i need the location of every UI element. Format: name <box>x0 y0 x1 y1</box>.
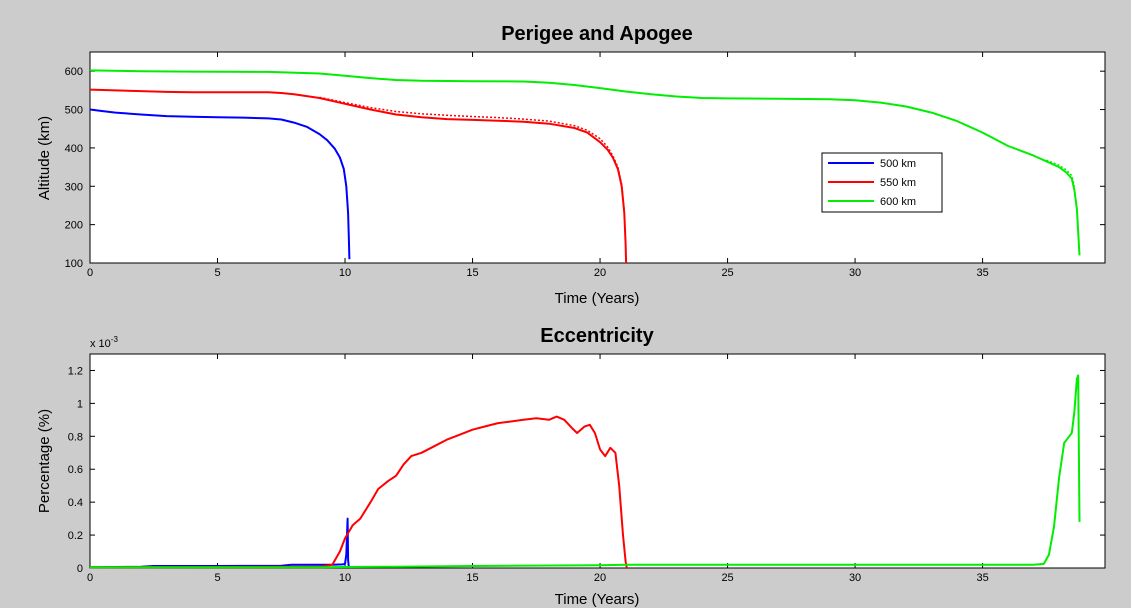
plot-area <box>89 353 1106 569</box>
legend-entry-600: 600 km <box>880 196 916 208</box>
x-tick-label: 0 <box>87 572 93 584</box>
series-lines <box>89 374 1081 569</box>
legend-entry-500: 500 km <box>880 158 916 170</box>
series-line-550-km <box>89 415 628 569</box>
y-tick-label: 500 <box>65 105 83 117</box>
x-tick-label: 20 <box>594 267 606 279</box>
x-tick-label: 0 <box>87 267 93 279</box>
series-line-600-km <box>89 69 1081 256</box>
x-tick-label: 30 <box>849 572 861 584</box>
x-tick-labels: 0 5 10 15 20 25 30 35 <box>87 572 989 584</box>
x-tick-label: 35 <box>976 572 988 584</box>
x-tick-label: 30 <box>849 267 861 279</box>
perigee-apogee-chart: Perigee and Apogee 0 5 10 15 20 25 30 35 100 200… <box>36 23 1106 307</box>
y-exponent-base: x 10 <box>90 338 111 350</box>
x-tick-label: 20 <box>594 572 606 584</box>
series-lines <box>89 69 1081 264</box>
y-tick-label: 300 <box>65 181 83 193</box>
y-axis-label: Altitude (km) <box>36 116 53 200</box>
y-tick-label: 0.6 <box>68 464 83 476</box>
eccentricity-chart: Eccentricity x 10-3 0 5 10 15 20 25 30 35 00.20… <box>36 325 1106 608</box>
x-axis-label: Time (Years) <box>555 290 640 307</box>
series-line-dotted-2 <box>319 96 626 212</box>
chart-title: Eccentricity <box>540 325 654 347</box>
y-exponent-label: x 10-3 <box>90 335 118 350</box>
y-tick-label: 0 <box>77 563 83 575</box>
legend-entry-550: 550 km <box>880 177 916 189</box>
x-tick-labels: 0 5 10 15 20 25 30 35 <box>87 267 989 279</box>
y-tick-label: 0.8 <box>68 431 83 443</box>
x-tick-label: 35 <box>976 267 988 279</box>
chart-title: Perigee and Apogee <box>501 23 693 45</box>
x-tick-label: 15 <box>466 267 478 279</box>
y-tick-label: 0.2 <box>68 530 83 542</box>
series-line-500-km <box>89 517 350 569</box>
x-tick-label: 25 <box>721 267 733 279</box>
y-axis-label: Percentage (%) <box>36 409 53 513</box>
y-tick-labels: 0 0.2 0.4 0.6 0.8 1 1.2 <box>68 365 83 575</box>
x-tick-label: 5 <box>214 572 220 584</box>
plot-area <box>89 51 1106 264</box>
x-tick-label: 15 <box>466 572 478 584</box>
y-tick-label: 200 <box>65 220 83 232</box>
y-tick-label: 600 <box>65 66 83 78</box>
x-tick-label: 25 <box>721 572 733 584</box>
x-axis-label: Time (Years) <box>555 591 640 608</box>
series-line-550-km <box>89 88 628 264</box>
series-line-500-km <box>89 108 351 260</box>
y-tick-label: 1 <box>77 398 83 410</box>
x-tick-label: 10 <box>339 572 351 584</box>
legend: 500 km 550 km 600 km <box>821 152 943 213</box>
y-tick-labels: 100 200 300 400 500 600 <box>65 66 83 270</box>
x-tick-label: 5 <box>214 267 220 279</box>
y-tick-label: 400 <box>65 143 83 155</box>
y-exponent-power: -3 <box>111 335 119 344</box>
series-line-dotted-4 <box>1046 159 1076 187</box>
x-tick-label: 10 <box>339 267 351 279</box>
series-line-600-km <box>90 374 1081 569</box>
y-tick-label: 1.2 <box>68 365 83 377</box>
y-tick-label: 100 <box>65 258 83 270</box>
y-tick-label: 0.4 <box>68 497 83 509</box>
